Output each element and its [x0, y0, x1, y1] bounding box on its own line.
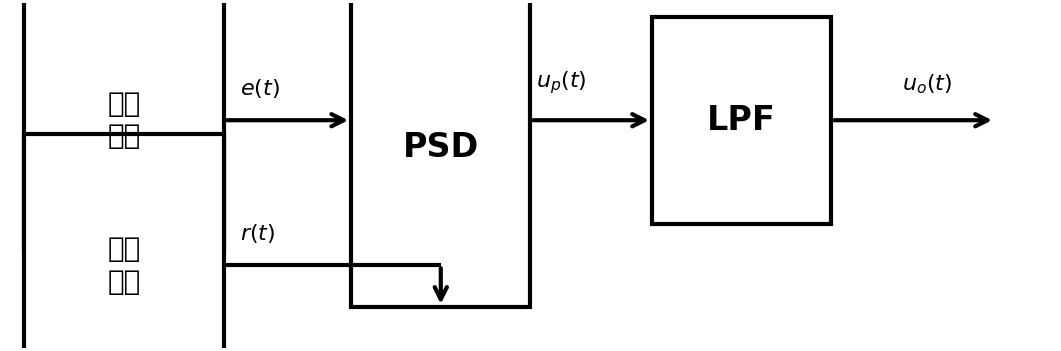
- Text: 信号
输入: 信号 输入: [107, 90, 141, 151]
- Bar: [24, 0, 225, 252]
- Bar: [651, 16, 832, 224]
- Text: PSD: PSD: [403, 131, 479, 164]
- Text: $u_p(t)$: $u_p(t)$: [536, 69, 587, 96]
- Text: $r(t)$: $r(t)$: [240, 221, 276, 245]
- Text: 参考
输入: 参考 输入: [107, 235, 141, 296]
- Bar: [351, 0, 530, 307]
- Text: $u_o(t)$: $u_o(t)$: [902, 72, 953, 96]
- Bar: [24, 134, 225, 351]
- Text: $e(t)$: $e(t)$: [240, 77, 280, 99]
- Text: LPF: LPF: [708, 104, 776, 137]
